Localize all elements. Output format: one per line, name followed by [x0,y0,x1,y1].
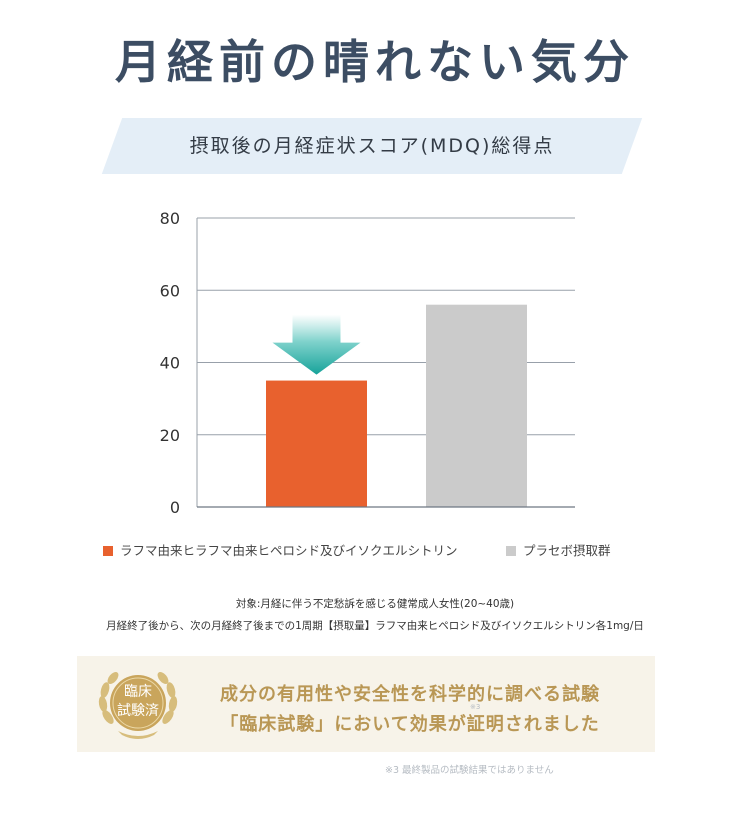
laurel-seal-icon [98,672,178,739]
claim-line-2-text: 「臨床試験」において効果が証明されました [220,714,600,735]
legend-swatch-orange [103,546,113,556]
legend-item-placebo: プラセボ摂取群 [506,541,611,561]
claim-line-2: 「臨床試験」において効果が証明されました [200,710,620,736]
y-tick-label-80: 80 [160,209,180,228]
bar-chart: 0 20 40 60 80 [160,209,575,517]
legend-label-placebo: プラセボ摂取群 [523,543,611,558]
footnote: ※3 最終製品の試験結果ではありません [385,765,554,776]
seal-text: 臨床 試験済 [114,683,162,721]
bar-placebo [426,304,527,507]
claim-line-1: 成分の有用性や安全性を科学的に調べる試験 [220,684,600,705]
y-tick-label-60: 60 [160,281,180,300]
claim-reference-mark: ※3 [470,703,481,711]
study-subjects-note: 対象:月経に伴う不定愁訴を感じる健常成人女性(20~40歳) [235,598,515,610]
seal-line-2: 試験済 [117,703,159,719]
legend-item-lafuma: ラフマ由来ヒラフマ由来ヒペロシド及びイソクエルシトリン [103,541,458,561]
y-tick-label-0: 0 [170,498,180,517]
seal-line-1: 臨床 [124,684,152,700]
study-period-note: 月経終了後から、次の月経終了後までの1周期【摂取量】ラフマ由来ヒペロシド及びイソ… [106,620,644,632]
y-tick-label-40: 40 [160,354,180,373]
page-title: 月経前の晴れない気分 [115,35,635,89]
y-tick-label-20: 20 [160,426,180,445]
legend-swatch-gray [506,546,516,556]
down-arrow-icon [272,314,361,375]
legend-label-lafuma: ラフマ由来ヒラフマ由来ヒペロシド及びイソクエルシトリン [120,543,458,558]
chart-legend: ラフマ由来ヒラフマ由来ヒペロシド及びイソクエルシトリン プラセボ摂取群 [0,541,750,561]
chart-title: 摂取後の月経症状スコア(MDQ)総得点 [189,135,555,157]
bar-lafuma [266,380,367,507]
